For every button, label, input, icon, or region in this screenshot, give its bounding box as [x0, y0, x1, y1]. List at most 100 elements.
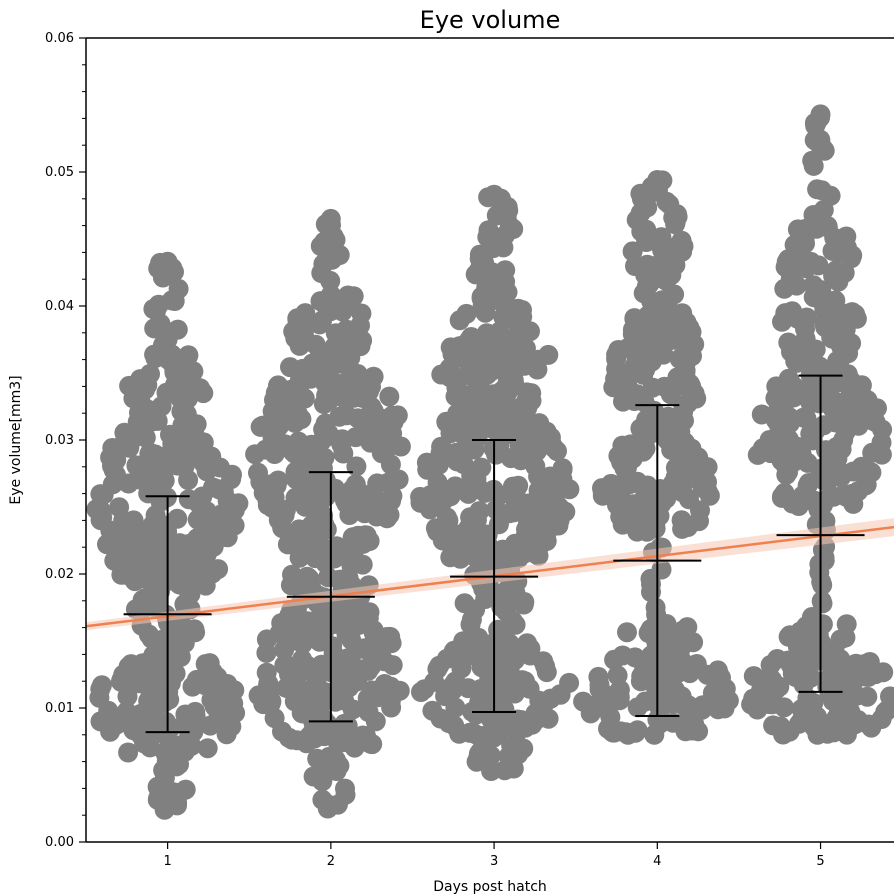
data-point [867, 398, 887, 419]
data-point [313, 419, 334, 440]
data-point [511, 496, 532, 517]
data-point [515, 642, 536, 663]
data-point [813, 361, 834, 382]
data-point [635, 691, 656, 712]
data-point [381, 633, 402, 654]
data-point [772, 311, 792, 332]
data-point [497, 645, 518, 666]
data-point [320, 270, 341, 291]
data-point [631, 221, 652, 242]
data-point [332, 301, 353, 322]
swarm-group-day-2 [245, 208, 411, 819]
data-point [785, 667, 806, 687]
data-point [804, 209, 825, 230]
data-point [343, 660, 364, 680]
data-point [382, 405, 403, 426]
data-point [285, 461, 306, 482]
data-point [800, 423, 821, 444]
data-point [467, 476, 488, 497]
data-point [589, 675, 610, 695]
data-point [789, 713, 810, 734]
data-point [361, 656, 381, 677]
data-point [775, 455, 796, 476]
data-point [625, 722, 646, 743]
data-point [102, 535, 123, 556]
data-point [465, 599, 486, 620]
data-point [438, 510, 459, 531]
data-point [311, 654, 332, 675]
data-point [161, 290, 182, 311]
data-point [335, 784, 356, 805]
data-point [528, 545, 549, 566]
data-point [491, 597, 512, 617]
data-point-max [484, 184, 505, 205]
data-point [176, 572, 197, 593]
data-point [371, 443, 392, 464]
data-point [356, 413, 377, 434]
data-point [365, 711, 386, 732]
data-point [796, 408, 817, 429]
x-axis-title: Days post hatch [433, 879, 547, 895]
data-point [661, 265, 682, 285]
data-point [264, 444, 285, 464]
ticks: 0.00 0.01 0.02 0.03 0.04 0.05 0.06 1 2 3 4 5 [45, 31, 825, 869]
errorbar-day-5 [776, 374, 865, 693]
data-point [142, 596, 163, 617]
data-point-min [317, 798, 338, 819]
errorbar-day-3 [450, 439, 539, 714]
data-point [512, 398, 533, 419]
data-point [631, 429, 652, 450]
data-point [610, 484, 631, 505]
data-point [639, 353, 659, 374]
data-point [155, 338, 176, 359]
data-point [154, 516, 175, 537]
data-point [430, 443, 451, 464]
data-point [154, 767, 175, 788]
data-point [854, 654, 875, 675]
data-point [470, 549, 491, 570]
data-point [835, 421, 856, 442]
data-point [341, 555, 362, 576]
data-point [692, 477, 713, 498]
data-point [627, 322, 648, 343]
data-point [637, 254, 658, 275]
data-point [837, 683, 858, 704]
data-point [641, 321, 662, 342]
data-point [280, 527, 301, 548]
data-point [431, 364, 452, 385]
data-point [529, 489, 549, 510]
y-tick-label: 0.06 [45, 31, 74, 46]
data-point [504, 683, 525, 704]
data-point [505, 614, 526, 635]
y-tick-label: 0.00 [45, 835, 74, 850]
data-point [688, 447, 709, 468]
data-point [827, 448, 848, 469]
data-point [791, 444, 812, 465]
data-point [468, 743, 489, 764]
data-point [796, 307, 817, 328]
data-point [598, 718, 618, 739]
data-point [171, 427, 192, 448]
data-point [143, 706, 164, 727]
data-point [773, 408, 794, 429]
data-point [140, 686, 161, 707]
data-point [248, 685, 269, 706]
data-point [278, 727, 299, 748]
data-point [617, 445, 637, 466]
data-point [457, 533, 478, 554]
errorbar-day-1 [123, 495, 212, 734]
data-point [313, 394, 334, 414]
data-point [445, 476, 466, 497]
data-point [357, 500, 378, 521]
swarm-group-day-4 [573, 170, 739, 745]
data-point [359, 602, 380, 623]
data-point [608, 340, 629, 360]
data-point [325, 323, 346, 344]
data-point [604, 649, 625, 670]
data-point [494, 629, 514, 649]
chart-title: Eye volume [420, 6, 561, 34]
data-point [363, 620, 384, 641]
data-point [169, 642, 190, 663]
data-point [118, 742, 139, 763]
